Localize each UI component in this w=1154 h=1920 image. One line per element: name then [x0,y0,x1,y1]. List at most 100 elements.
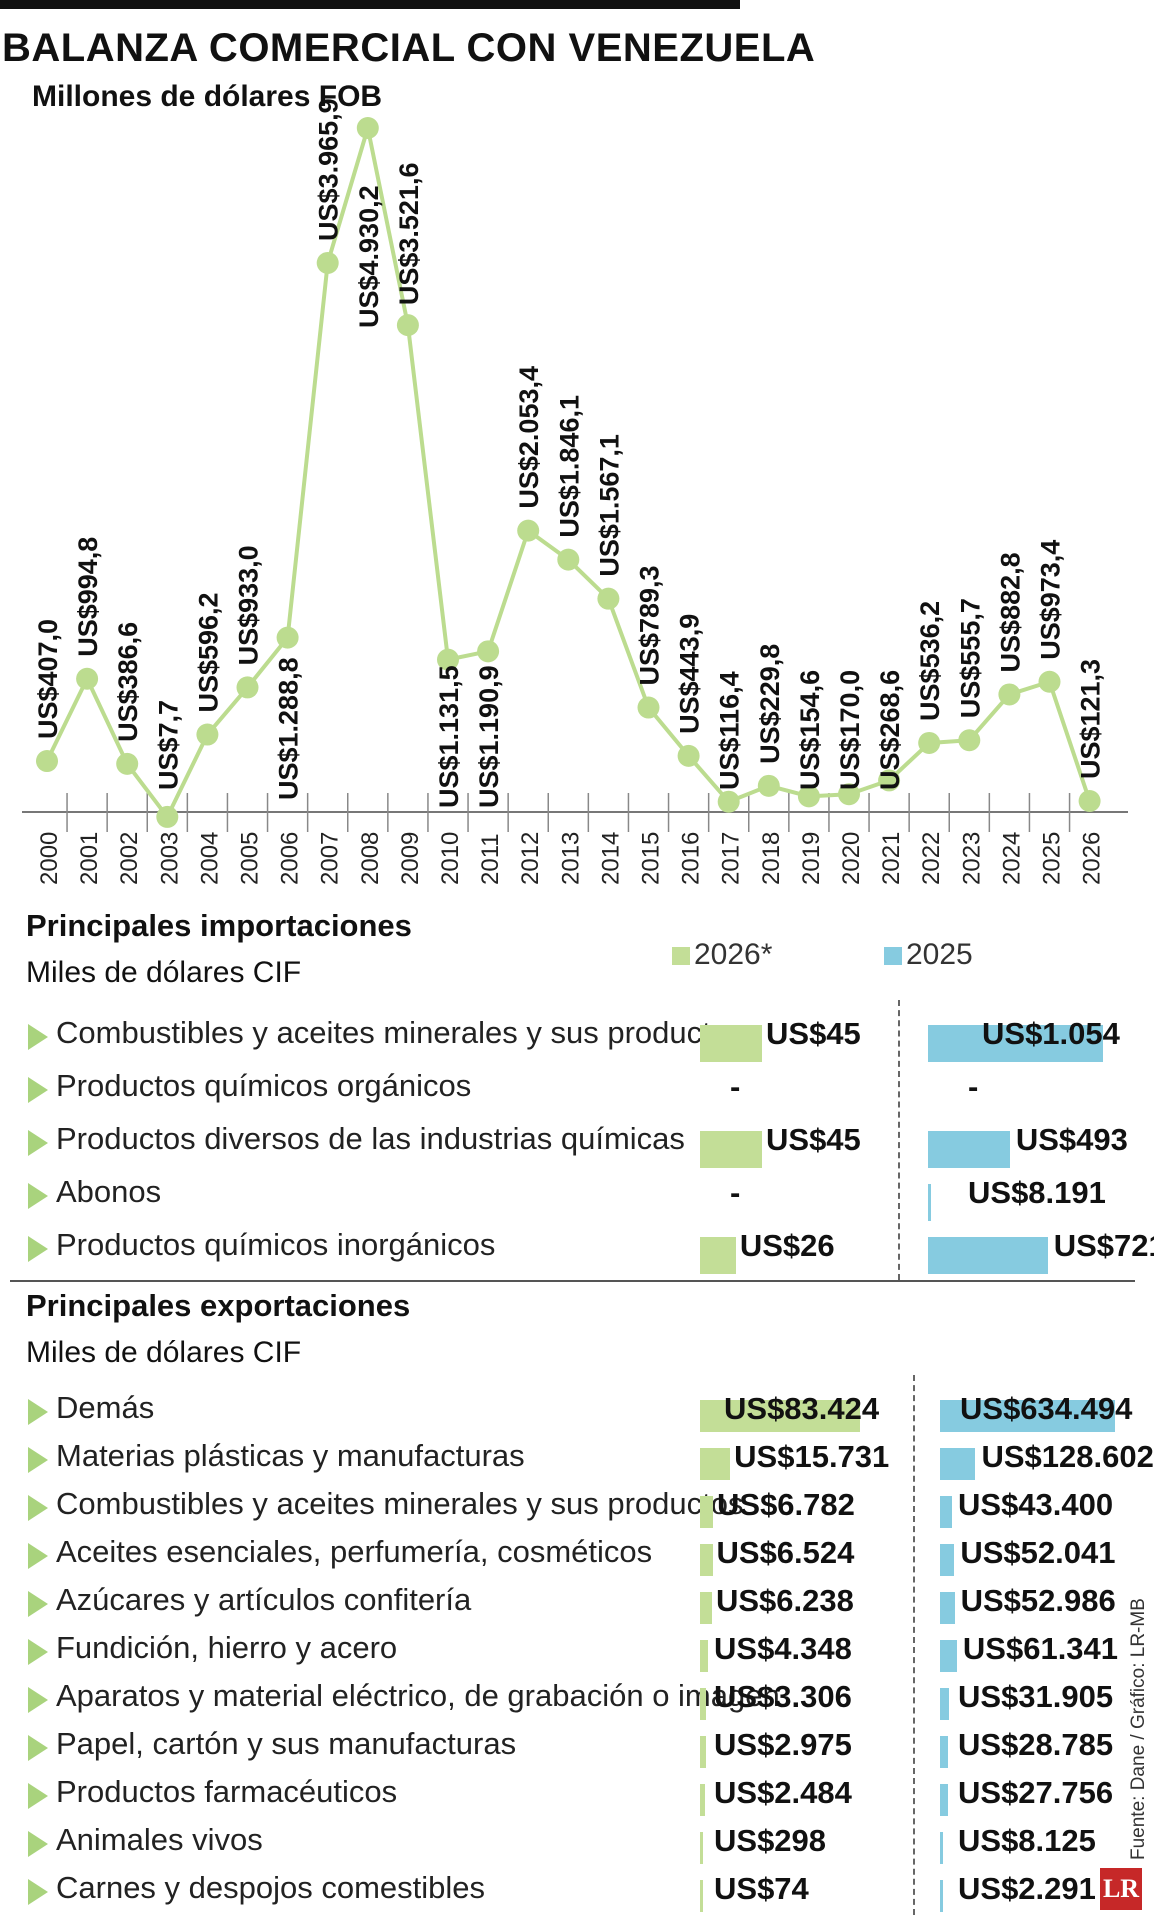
bar-2026 [700,1496,713,1528]
data-point [597,587,620,610]
value-2026: US$2.975 [714,1727,852,1762]
bar-2026 [700,1025,762,1062]
value-2025: US$493 [1015,1122,1128,1157]
data-label: US$268,6 [875,670,905,790]
exports-column-divider [913,1375,915,1915]
exports-row-label: Aceites esenciales, perfumería, cosmétic… [56,1534,653,1569]
bar-2026 [700,1544,713,1576]
bullet-arrow-icon [28,1077,48,1103]
x-tick-label: 2021 [878,832,905,885]
bullet-arrow-icon [28,1831,48,1857]
exports-row: Carnes y despojos comestibles US$74 US$2.2… [0,1870,1154,1920]
legend-2026-swatch [672,947,690,966]
bar-2025 [928,1184,931,1221]
imports-row-label: Combustibles y aceites minerales y sus p… [56,1015,744,1050]
data-point [236,676,259,699]
data-point [517,519,540,542]
bullet-arrow-icon [28,1183,48,1209]
chart-subtitle: Millones de dólares FOB [32,80,383,113]
data-label: US$4.930,2 [354,185,384,328]
value-2025: US$28.785 [958,1727,1114,1762]
x-tick-label: 2026 [1079,832,1106,885]
x-tick-label: 2014 [597,832,624,885]
x-tick-label: 2023 [958,832,985,885]
data-label: US$1.288,8 [274,657,304,800]
data-label: US$3.965,9 [314,98,344,241]
bar-2025 [940,1448,976,1480]
exports-row: Azúcares y artículos confitería US$6.238 U… [0,1582,1154,1632]
bullet-arrow-icon [28,1783,48,1809]
data-label: US$789,3 [635,565,665,685]
bar-2025 [928,1237,1048,1274]
bar-2025 [940,1832,943,1864]
x-tick-label: 2022 [918,832,945,885]
value-2026: US$6.782 [717,1487,855,1522]
data-point [76,667,99,690]
value-2025: US$31.905 [958,1679,1114,1714]
data-point [557,548,580,571]
bullet-arrow-icon [28,1130,48,1156]
data-label: US$386,6 [113,622,143,742]
value-2025: US$52.041 [960,1535,1116,1570]
data-point [437,648,459,671]
data-label: US$536,2 [915,601,945,721]
value-2025: US$1.054 [982,1016,1120,1051]
data-label: US$882,8 [995,552,1025,672]
data-point [156,805,179,828]
bullet-arrow-icon [28,1447,48,1473]
data-label: US$170,0 [835,670,865,790]
bar-2026 [700,1131,762,1168]
x-tick-label: 2001 [76,832,103,885]
data-point [797,785,820,808]
legend-2026: 2026* [672,938,772,972]
exports-row: Demás US$83.424 US$634.494 [0,1390,1154,1440]
data-label: US$1.190,9 [474,665,504,808]
x-tick-label: 2004 [196,832,223,885]
imports-row: Combustibles y aceites minerales y sus p… [0,1015,1154,1068]
legend-2025: 2025 [884,938,973,972]
imports-row-label: Abonos [56,1174,162,1209]
value-2026: US$2.484 [714,1775,852,1810]
value-2026: US$74 [714,1871,809,1906]
data-label: US$555,7 [955,598,985,718]
bullet-arrow-icon [28,1735,48,1761]
exports-row-label: Animales vivos [56,1822,263,1857]
bar-2025 [940,1640,957,1672]
exports-row: Materias plásticas y manufacturas US$15.7… [0,1438,1154,1488]
exports-row: Papel, cartón y sus manufacturas US$2.975… [0,1726,1154,1776]
exports-row-label: Azúcares y artículos confitería [56,1582,472,1617]
value-2026: US$15.731 [734,1439,890,1474]
x-tick-label: 2016 [678,832,705,885]
data-point [396,314,419,337]
section-divider [10,1280,1135,1282]
imports-row: Productos diversos de las industrias quí… [0,1121,1154,1174]
bullet-arrow-icon [28,1879,48,1905]
exports-title: Principales exportaciones [26,1288,411,1323]
imports-row-label: Productos diversos de las industrias quí… [56,1121,685,1156]
bar-2025 [940,1544,955,1576]
x-tick-label: 2018 [758,832,785,885]
bullet-arrow-icon [28,1639,48,1665]
exports-row: Aparatos y material eléctrico, de grabac… [0,1678,1154,1728]
value-2026: US$4.348 [714,1631,852,1666]
source-note: Fuente: Dane / Gráfico: LR-MB [1128,1598,1149,1860]
bullet-arrow-icon [28,1591,48,1617]
bullet-arrow-icon [28,1687,48,1713]
data-label: US$3.521,6 [394,163,424,306]
exports-row-label: Carnes y despojos comestibles [56,1870,486,1905]
bar-2026 [700,1688,707,1720]
value-2026: - [730,1069,741,1104]
bullet-arrow-icon [28,1495,48,1521]
exports-subtitle: Miles de dólares CIF [26,1336,302,1369]
imports-row: Productos químicos inorgánicos US$26 US$72… [0,1227,1154,1280]
data-point [1038,670,1061,693]
bar-2026 [700,1640,709,1672]
value-2026: US$26 [739,1228,835,1263]
bar-2025 [940,1688,949,1720]
data-point [477,640,500,663]
x-tick-label: 2024 [998,832,1025,885]
value-2025: US$2.291 [958,1871,1096,1906]
data-point [878,769,901,792]
bar-2026 [700,1592,712,1624]
exports-row-label: Fundición, hierro y acero [56,1630,398,1665]
